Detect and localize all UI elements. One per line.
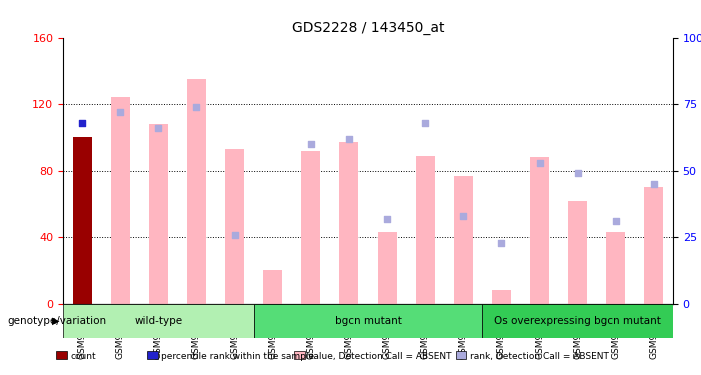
- Bar: [225, 149, 244, 304]
- Bar: [111, 98, 130, 304]
- Bar: [644, 187, 663, 304]
- Bar: [187, 79, 206, 304]
- Bar: [606, 232, 625, 304]
- Point: [76, 120, 88, 126]
- Point: [153, 125, 164, 131]
- Point: [610, 218, 621, 224]
- Point: [648, 181, 660, 187]
- Text: rank, Detection Call = ABSENT: rank, Detection Call = ABSENT: [470, 352, 608, 361]
- Text: bgcn mutant: bgcn mutant: [334, 316, 402, 326]
- Bar: [568, 201, 587, 304]
- Text: genotype/variation: genotype/variation: [7, 316, 106, 326]
- Point: [343, 136, 355, 142]
- Text: Os overexpressing bgcn mutant: Os overexpressing bgcn mutant: [494, 316, 661, 326]
- Bar: [149, 124, 168, 304]
- Bar: [530, 158, 549, 304]
- Text: wild-type: wild-type: [135, 316, 182, 326]
- Bar: [454, 176, 473, 304]
- Bar: [254, 304, 482, 338]
- Point: [458, 213, 469, 219]
- Text: value, Detection Call = ABSENT: value, Detection Call = ABSENT: [308, 352, 452, 361]
- Bar: [63, 304, 254, 338]
- Bar: [482, 304, 673, 338]
- Point: [115, 109, 126, 115]
- Point: [191, 104, 202, 110]
- Point: [496, 240, 507, 246]
- Point: [305, 141, 316, 147]
- Point: [229, 231, 240, 237]
- Bar: [73, 137, 92, 304]
- Point: [572, 170, 583, 176]
- Point: [381, 216, 393, 222]
- Text: count: count: [70, 352, 96, 361]
- Title: GDS2228 / 143450_at: GDS2228 / 143450_at: [292, 21, 444, 35]
- Text: ▶: ▶: [52, 316, 60, 326]
- Text: percentile rank within the sample: percentile rank within the sample: [161, 352, 314, 361]
- Bar: [492, 290, 511, 304]
- Point: [420, 120, 431, 126]
- Bar: [339, 142, 358, 304]
- Bar: [263, 270, 283, 304]
- Bar: [378, 232, 397, 304]
- Bar: [301, 151, 320, 304]
- Point: [534, 160, 545, 166]
- Bar: [416, 156, 435, 304]
